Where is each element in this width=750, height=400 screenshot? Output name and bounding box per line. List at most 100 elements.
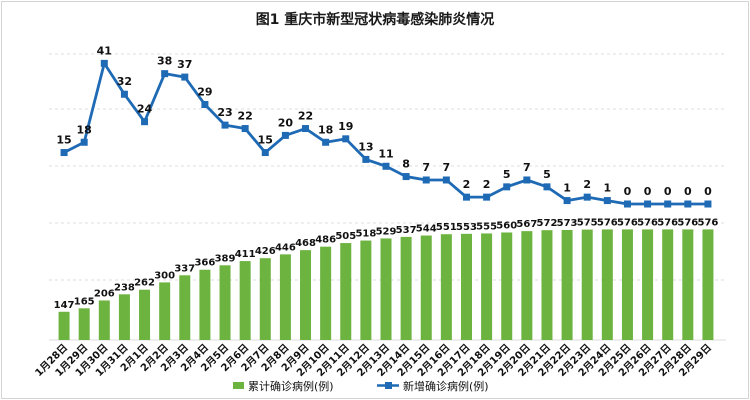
bar-label-1月28日: 147 bbox=[54, 300, 75, 311]
bar-2月27日 bbox=[662, 229, 674, 340]
bar-label-2月27日: 576 bbox=[657, 217, 678, 228]
line-label-2月17日: 2 bbox=[463, 178, 471, 191]
bar-label-2月22日: 573 bbox=[557, 218, 578, 229]
line-series bbox=[60, 59, 712, 208]
legend-label-new: 新增确诊病例(例) bbox=[403, 379, 489, 393]
line-label-2月20日: 7 bbox=[523, 161, 531, 174]
bar-label-2月5日: 389 bbox=[215, 253, 236, 264]
line-label-2月3日: 37 bbox=[177, 58, 192, 71]
bar-2月8日 bbox=[279, 254, 291, 340]
bar-2月19日 bbox=[501, 232, 513, 340]
line-label-2月29日: 0 bbox=[704, 185, 712, 198]
line-point-2月29日 bbox=[704, 200, 712, 208]
bar-label-2月28日: 576 bbox=[677, 217, 698, 228]
x-axis-ticks: 1月28日1月29日1月30日1月31日2月1日2月2日2月3日2月4日2月5日… bbox=[33, 342, 714, 379]
chart-title: 图1 重庆市新型冠状病毒感染肺炎情况 bbox=[256, 11, 495, 28]
bar-label-2月18日: 555 bbox=[476, 221, 497, 232]
bar-label-2月11日: 505 bbox=[335, 231, 356, 242]
bar-2月15日 bbox=[420, 235, 432, 340]
line-point-2月24日 bbox=[603, 197, 611, 205]
line-point-2月3日 bbox=[181, 73, 189, 81]
bar-series bbox=[58, 229, 714, 340]
line-point-2月6日 bbox=[241, 125, 249, 133]
line-label-2月26日: 0 bbox=[644, 185, 652, 198]
bar-label-1月31日: 238 bbox=[114, 282, 135, 293]
line-label-2月21日: 5 bbox=[543, 168, 551, 181]
line-point-2月7日 bbox=[261, 149, 269, 157]
line-label-2月5日: 23 bbox=[217, 106, 232, 119]
new-cases-line bbox=[63, 61, 708, 206]
bar-label-2月13日: 529 bbox=[376, 226, 397, 237]
bar-1月29日 bbox=[78, 308, 90, 340]
bar-2月29日 bbox=[702, 229, 714, 340]
bar-2月5日 bbox=[219, 265, 231, 340]
line-point-1月31日 bbox=[120, 90, 128, 98]
line-label-2月13日: 11 bbox=[378, 147, 393, 160]
bar-label-2月16日: 551 bbox=[436, 222, 457, 233]
line-point-2月16日 bbox=[442, 176, 450, 184]
bar-2月18日 bbox=[481, 233, 493, 340]
bar-label-2月17日: 553 bbox=[456, 222, 477, 233]
bar-1月31日 bbox=[118, 294, 130, 340]
line-label-2月4日: 29 bbox=[197, 86, 212, 99]
bar-2月6日 bbox=[239, 261, 251, 340]
bar-label-2月1日: 262 bbox=[134, 278, 155, 289]
legend-marker-new bbox=[385, 382, 392, 389]
line-label-1月29日: 18 bbox=[77, 123, 92, 136]
bar-2月25日 bbox=[621, 229, 633, 340]
bar-label-2月14日: 537 bbox=[396, 225, 417, 236]
line-label-2月2日: 38 bbox=[157, 55, 172, 68]
bar-label-2月24日: 576 bbox=[597, 217, 618, 228]
bar-2月11日 bbox=[340, 243, 352, 340]
bar-label-2月15日: 544 bbox=[416, 224, 437, 235]
line-label-2月18日: 2 bbox=[483, 178, 491, 191]
line-label-2月25日: 0 bbox=[624, 185, 632, 198]
legend-label-cumulative: 累计确诊病例(例) bbox=[248, 379, 334, 393]
line-point-2月18日 bbox=[483, 193, 491, 201]
line-point-2月20日 bbox=[523, 176, 531, 184]
bar-2月2日 bbox=[159, 282, 171, 340]
bar-2月17日 bbox=[460, 233, 472, 340]
line-point-2月15日 bbox=[422, 176, 430, 184]
bar-2月20日 bbox=[521, 231, 533, 340]
legend-swatch-cumulative bbox=[233, 382, 244, 389]
bar-label-2月4日: 366 bbox=[194, 258, 215, 269]
bar-2月28日 bbox=[682, 229, 694, 340]
bar-2月13日 bbox=[380, 238, 392, 340]
bar-1月30日 bbox=[98, 300, 110, 340]
legend: 累计确诊病例(例) 新增确诊病例(例) bbox=[233, 379, 489, 393]
bar-2月24日 bbox=[601, 229, 613, 340]
bar-2月21日 bbox=[541, 230, 553, 340]
bar-label-2月25日: 576 bbox=[617, 217, 638, 228]
line-label-2月1日: 24 bbox=[137, 103, 153, 116]
line-label-1月31日: 32 bbox=[117, 75, 132, 88]
line-label-2月22日: 1 bbox=[563, 182, 571, 195]
bar-2月16日 bbox=[440, 234, 452, 340]
line-point-2月9日 bbox=[302, 125, 310, 133]
bar-2月12日 bbox=[360, 240, 372, 340]
bar-label-1月30日: 206 bbox=[94, 288, 115, 299]
line-point-1月28日 bbox=[60, 149, 68, 157]
line-point-2月26日 bbox=[644, 200, 652, 208]
line-point-2月23日 bbox=[583, 193, 591, 201]
line-point-2月4日 bbox=[201, 101, 209, 109]
bar-label-2月10日: 486 bbox=[315, 235, 336, 246]
line-point-2月10日 bbox=[322, 138, 330, 146]
line-label-2月23日: 2 bbox=[583, 178, 591, 191]
line-point-2月27日 bbox=[664, 200, 672, 208]
line-point-2月19日 bbox=[503, 183, 511, 191]
line-point-2月14日 bbox=[402, 173, 410, 181]
bar-label-2月26日: 576 bbox=[637, 217, 658, 228]
line-point-2月22日 bbox=[563, 197, 571, 205]
line-label-2月19日: 5 bbox=[503, 168, 511, 181]
bar-label-2月3日: 337 bbox=[174, 263, 195, 274]
line-label-2月28日: 0 bbox=[684, 185, 692, 198]
line-label-2月7日: 15 bbox=[258, 134, 273, 147]
bar-2月26日 bbox=[642, 229, 654, 340]
bar-2月9日 bbox=[300, 250, 312, 340]
bar-2月14日 bbox=[400, 236, 412, 340]
bar-label-1月29日: 165 bbox=[74, 296, 95, 307]
bar-2月1日 bbox=[139, 289, 151, 340]
